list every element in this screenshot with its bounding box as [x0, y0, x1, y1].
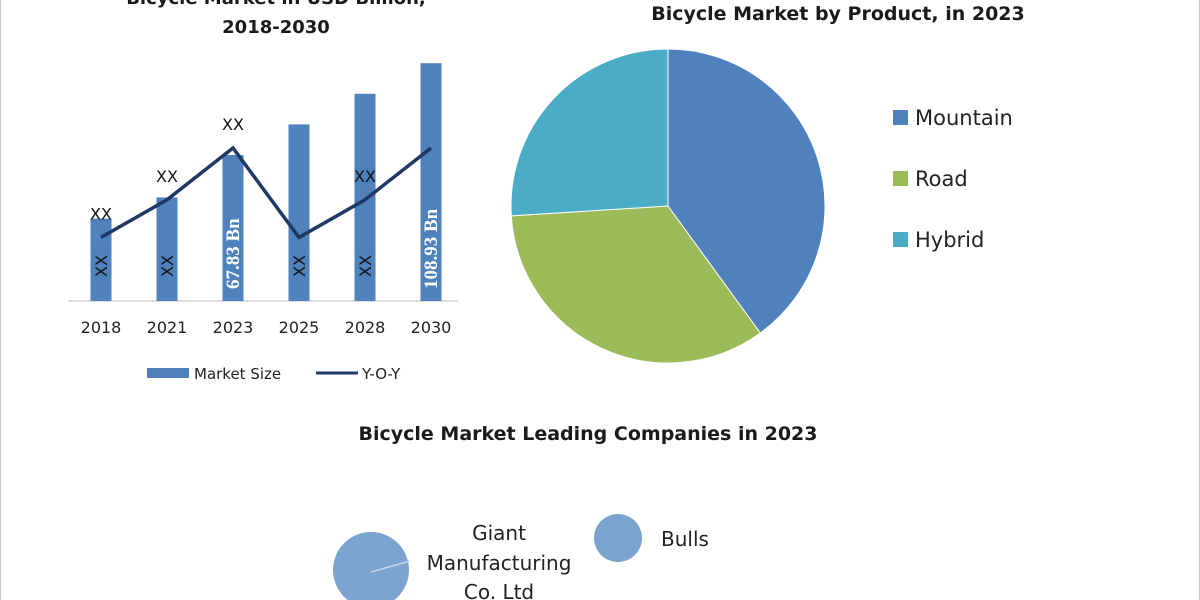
leading-companies: Bicycle Market Leading Companies in 2023… — [333, 423, 818, 600]
pie-chart-title: Bicycle Market by Product, in 2023 — [651, 3, 1025, 25]
pie-legend-swatch-road — [893, 171, 908, 186]
pie-chart: Bicycle Market by Product, in 2023 Mount… — [510, 3, 1025, 364]
bar-2018 — [90, 218, 112, 301]
bar-chart: Bicycle Market in USD Billion, 2018-2030… — [68, 0, 458, 383]
yoy-label-2021: XX — [156, 167, 178, 186]
bar-2028 — [354, 93, 376, 301]
pie-legend-label-road: Road — [915, 167, 968, 191]
bar-2021 — [156, 197, 178, 301]
x-tick-2025: 2025 — [279, 318, 320, 337]
pie-slice-road — [510, 205, 761, 364]
company-name-giant-line-2: Manufacturing — [427, 551, 572, 575]
pie-legend-swatch-mountain — [893, 110, 908, 125]
bar-value-label-2023: 67.83 Bn — [223, 218, 244, 289]
yoy-label-2018: XX — [90, 204, 112, 223]
legend-market-size-swatch — [147, 368, 189, 378]
bar-2030 — [420, 63, 442, 301]
bars — [90, 63, 442, 301]
legend-market-size-label: Market Size — [194, 365, 281, 383]
bar-value-label-2028: XX — [356, 255, 375, 277]
bar-chart-title-line-2: 2018-2030 — [222, 17, 330, 38]
company-bubble-giant — [333, 532, 409, 600]
pie-slice-hybrid — [510, 48, 669, 217]
company-leader-line-giant — [370, 560, 411, 573]
company-name-giant-line-3: Co. Ltd — [464, 580, 534, 600]
x-tick-2023: 2023 — [213, 318, 254, 337]
x-tick-2018: 2018 — [81, 318, 122, 337]
x-tick-labels: 2018 2021 2023 2025 2028 2030 — [81, 318, 452, 337]
bar-2025 — [288, 124, 310, 301]
bar-value-label-2025: XX — [290, 255, 309, 277]
bar-chart-title-line-1: Bicycle Market in USD Billion, — [126, 0, 426, 9]
company-name-bulls: Bulls — [661, 527, 709, 551]
yoy-labels: XX XX XX XX — [90, 115, 376, 223]
x-tick-2028: 2028 — [345, 318, 386, 337]
pie-legend-label-mountain: Mountain — [915, 106, 1013, 130]
bar-2023 — [222, 155, 244, 301]
bar-chart-legend: Market Size Y-O-Y — [147, 365, 401, 383]
bar-value-label-2021: XX — [158, 255, 177, 277]
x-tick-2021: 2021 — [147, 318, 188, 337]
pie-slice-mountain — [667, 48, 826, 334]
yoy-label-2023: XX — [222, 115, 244, 134]
legend-yoy-label: Y-O-Y — [361, 365, 401, 383]
x-tick-2030: 2030 — [411, 318, 452, 337]
yoy-series-line — [100, 145, 433, 240]
pie-legend-swatch-hybrid — [893, 232, 908, 247]
yoy-label-2028: XX — [354, 167, 376, 186]
bar-value-label-2018: XX — [92, 255, 111, 277]
company-bubble-bulls — [594, 514, 642, 562]
bar-value-label-2030: 108.93 Bn — [421, 208, 442, 289]
pie-legend: Mountain Road Hybrid — [893, 106, 1013, 252]
companies-title: Bicycle Market Leading Companies in 2023 — [359, 423, 818, 445]
company-name-giant-line-1: Giant — [472, 521, 526, 545]
bar-value-labels: XX XX 67.83 Bn XX XX 108.93 Bn — [92, 208, 442, 289]
pie-legend-label-hybrid: Hybrid — [915, 228, 984, 252]
pie-slices — [510, 48, 826, 364]
